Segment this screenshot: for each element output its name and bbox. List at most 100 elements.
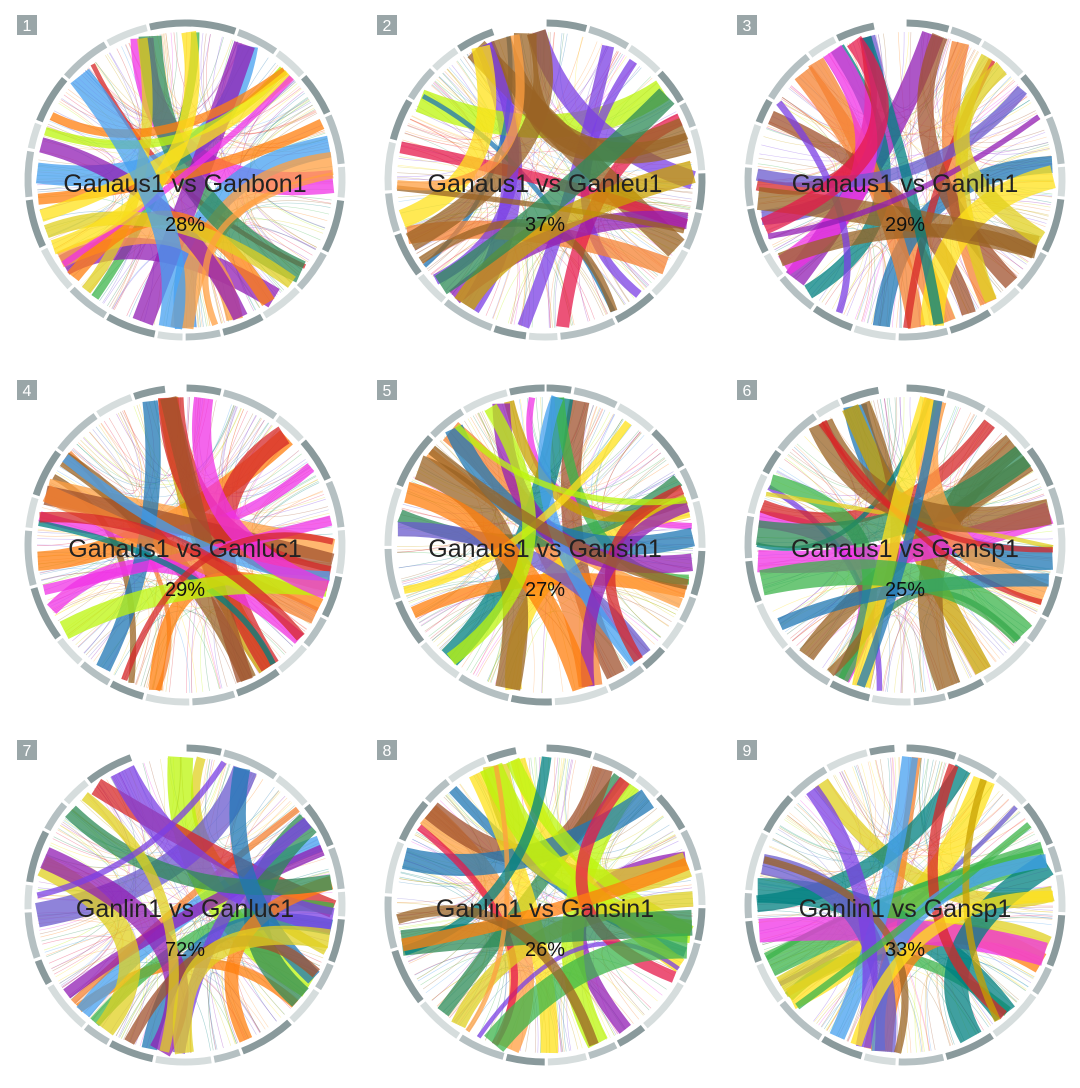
chromosome-arc <box>695 173 706 211</box>
chromosome-arc <box>328 918 345 963</box>
chromosome-arc <box>657 70 684 104</box>
ribbon <box>454 160 696 311</box>
ribbon <box>850 890 1053 1047</box>
chromosome-arc <box>777 413 818 452</box>
chromosome-arc <box>679 102 696 128</box>
ribbon <box>396 905 599 1047</box>
ribbon <box>446 403 536 665</box>
chromosome-arc <box>863 1053 896 1066</box>
chromosome-arc <box>992 993 1037 1037</box>
chromosome-arc <box>384 841 405 894</box>
chromosome-arc <box>407 68 436 101</box>
panel-number: 9 <box>743 743 752 760</box>
chromosome-arc <box>744 167 754 207</box>
chromosome-arc <box>683 211 702 250</box>
chromosome-arc <box>744 515 755 559</box>
chromosome-arc <box>301 74 331 115</box>
chromosome-arc <box>779 1000 823 1041</box>
ribbon <box>818 421 1043 605</box>
chromosome-arc <box>315 962 334 991</box>
chromosome-arc <box>812 305 854 332</box>
link <box>448 67 670 261</box>
chromosome-arc <box>627 44 661 74</box>
comparison-title: Ganaus1 vs Gansin1 <box>428 535 661 563</box>
chromosome-arc <box>898 1053 945 1066</box>
ribbon <box>110 765 335 934</box>
ribbon <box>944 854 1054 1044</box>
chromosome-arc <box>690 550 706 596</box>
chromosome-arc <box>790 766 828 798</box>
chromosome-arc <box>389 99 413 141</box>
panel-badge <box>17 380 37 400</box>
chromosome-arc <box>661 621 684 650</box>
ribbon <box>404 481 593 692</box>
circos-panel: 4 Ganaus1 vs Ganluc1 29% <box>17 380 346 706</box>
panel-number: 7 <box>23 743 32 760</box>
chromosome-arc <box>836 22 875 42</box>
ribbon <box>405 29 553 251</box>
link <box>83 408 242 485</box>
chromosome-arc <box>762 450 782 475</box>
chromosome-arc <box>337 891 346 917</box>
chromosome-arc <box>1057 166 1066 197</box>
chromosome-arc <box>149 19 192 31</box>
chromosome-arc <box>679 942 701 983</box>
chromosome-arc <box>826 749 868 772</box>
chromosome-arc <box>192 690 236 706</box>
chromosome-arc <box>328 847 345 890</box>
chromosome-arc <box>303 616 327 647</box>
chromosome-arc <box>425 779 450 804</box>
panel-badge <box>377 740 397 760</box>
chromosome-arc <box>588 26 630 50</box>
chromosome-arc <box>829 680 871 702</box>
chromosome-arc <box>83 1024 110 1045</box>
chromosome-arc <box>262 287 300 319</box>
chromosome-arc <box>155 1055 212 1066</box>
chromosome-arc <box>505 1053 545 1066</box>
chromosome-arc <box>321 575 343 618</box>
chromosome-arc <box>44 802 68 832</box>
chromosome-arc <box>756 963 784 1003</box>
comparison-title: Ganlin1 vs Gansin1 <box>436 895 654 923</box>
chromosome-arc <box>745 124 762 165</box>
chromosome-arc <box>396 435 434 488</box>
synteny-percent: 33% <box>885 939 925 961</box>
chromosome-arc <box>325 114 345 165</box>
panel-number: 4 <box>23 383 32 400</box>
ribbon <box>484 933 688 1052</box>
chromosome-arc <box>391 949 424 1004</box>
chromosome-arc <box>106 24 148 47</box>
chromosome-arc <box>1047 845 1062 873</box>
synteny-percent: 26% <box>525 939 565 961</box>
chromosome-arc <box>289 988 320 1023</box>
chromosome-arc <box>1023 802 1053 846</box>
chromosome-arc <box>616 1024 646 1047</box>
chromosome-arc <box>1048 487 1065 526</box>
link <box>37 528 117 616</box>
chromosome-arc <box>554 685 609 706</box>
chromosome-arc <box>64 41 108 80</box>
chromosome-arc <box>385 193 400 233</box>
chromosome-arc <box>1020 74 1052 117</box>
ribbon <box>962 778 1001 1022</box>
ribbon <box>760 35 889 235</box>
chromosome-arc <box>1055 874 1066 913</box>
chromosome-arc <box>236 28 278 55</box>
ribbon <box>777 573 1049 631</box>
chromosome-arc <box>133 385 166 400</box>
chromosome-arc <box>458 1034 505 1060</box>
ribbon <box>580 499 690 688</box>
chromosome-arc <box>680 829 702 871</box>
chromosome-arc <box>690 128 706 171</box>
ribbon <box>795 822 1032 1010</box>
ribbon <box>172 925 331 1055</box>
chromosome-arc <box>493 325 527 340</box>
chromosome-arc <box>614 292 655 323</box>
panel-number: 1 <box>23 18 32 35</box>
chromosome-arc <box>57 413 98 453</box>
chromosome-arc <box>24 884 33 910</box>
chromosome-arc <box>398 800 429 842</box>
chromosome-arc <box>32 450 62 497</box>
ribbon <box>763 856 909 1054</box>
link <box>72 405 236 489</box>
